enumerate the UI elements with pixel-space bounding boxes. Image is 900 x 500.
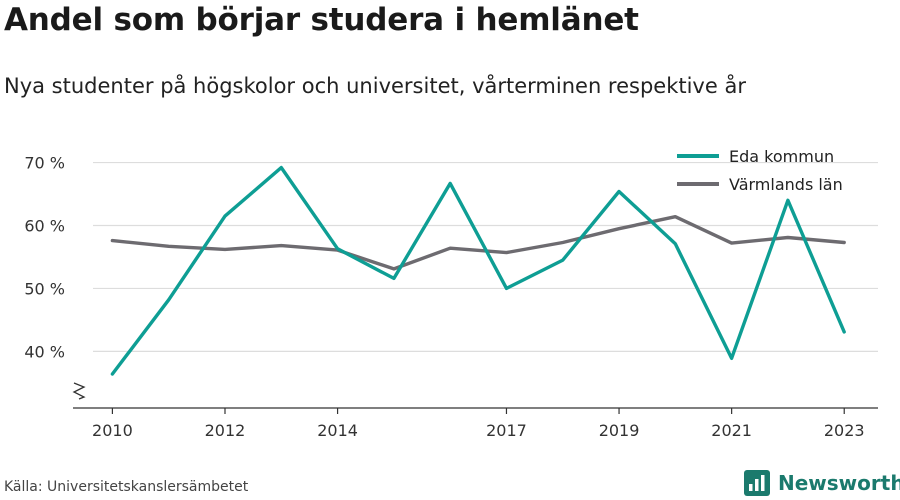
newsworthy-logo-icon <box>744 470 770 496</box>
series-line-eda-kommun <box>110 165 846 376</box>
x-tick-label: 2023 <box>824 421 865 440</box>
line-chart: 40 % 50 % 60 % 70 % 2010 2012 2014 2017 2019 202… <box>24 147 878 440</box>
y-tick-label: 50 % <box>24 279 65 298</box>
x-tick-label: 2017 <box>486 421 527 440</box>
y-tick-label: 70 % <box>24 154 65 173</box>
legend: Eda kommun Värmlands län <box>677 147 843 194</box>
x-tick-label: 2010 <box>92 421 133 440</box>
x-tick-label: 2019 <box>599 421 640 440</box>
x-tick-label: 2021 <box>711 421 752 440</box>
source-note: Källa: Universitetskanslersämbetet <box>4 479 249 495</box>
series-line-varmlands-lan <box>110 214 846 271</box>
x-axis: 2010 2012 2014 2017 2019 2021 2023 <box>73 407 878 440</box>
page-title: Andel som börjar studera i hemlänet <box>4 2 639 38</box>
series-lines <box>110 165 846 376</box>
grid-lines <box>93 161 878 352</box>
y-tick-label: 60 % <box>24 217 65 236</box>
x-tick-label: 2012 <box>205 421 246 440</box>
legend-label: Värmlands län <box>729 175 843 194</box>
y-axis: 40 % 50 % 60 % 70 % <box>24 154 86 400</box>
brand: Newsworthy <box>744 468 900 498</box>
brand-name: Newsworthy <box>778 471 900 495</box>
axis-break-marker <box>72 382 86 400</box>
legend-label: Eda kommun <box>729 147 834 166</box>
page-subtitle: Nya studenter på högskolor och universit… <box>4 74 746 98</box>
x-tick-label: 2014 <box>317 421 358 440</box>
y-tick-label: 40 % <box>24 342 65 361</box>
